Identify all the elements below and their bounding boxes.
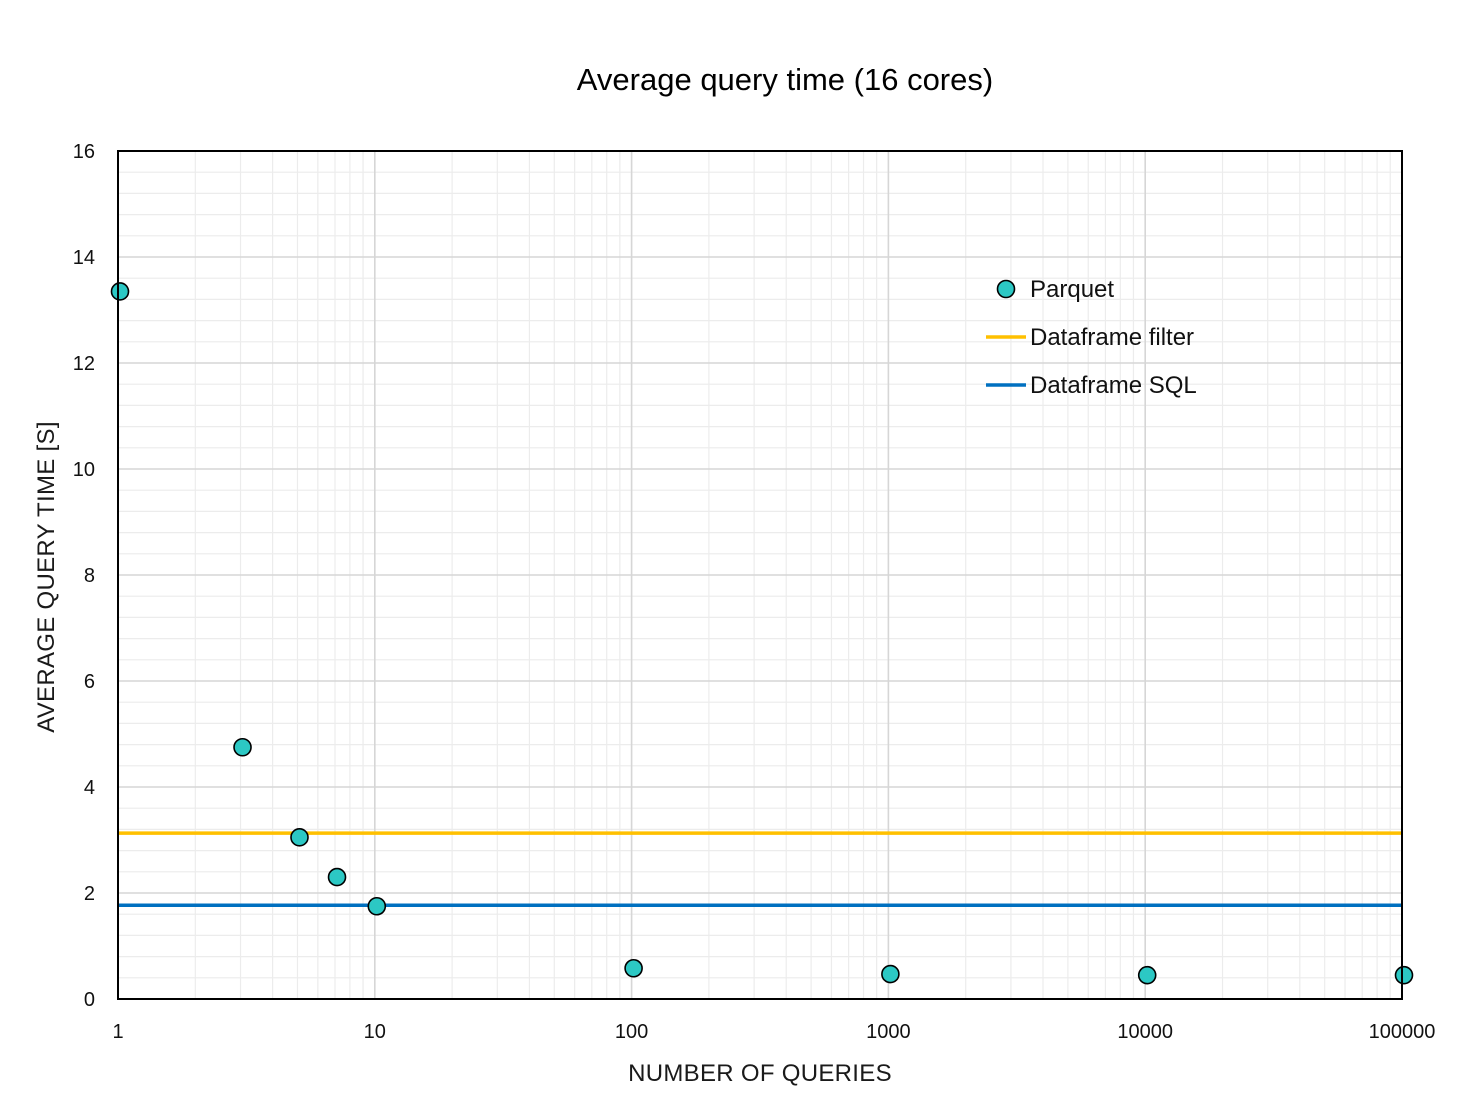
legend-label: Dataframe SQL xyxy=(1030,372,1197,399)
data-point xyxy=(367,896,387,916)
legend: Parquet Dataframe filter Dataframe SQL xyxy=(986,276,1197,399)
y-tick-label: 12 xyxy=(73,353,95,375)
y-tick-label: 10 xyxy=(73,459,95,481)
x-tick-label: 100000 xyxy=(1369,1021,1436,1043)
data-point xyxy=(881,964,900,984)
data-point xyxy=(290,828,309,847)
y-tick-label: 6 xyxy=(84,671,95,693)
x-tick-label: 10000 xyxy=(1117,1021,1173,1043)
data-point xyxy=(327,867,347,887)
y-tick-label: 8 xyxy=(84,565,95,587)
y-tick-labels: 0 2 4 6 8 10 12 14 16 xyxy=(73,141,95,1011)
data-point xyxy=(624,958,643,978)
y-tick-label: 4 xyxy=(84,777,95,799)
x-tick-labels: 1 10 100 1000 10000 100000 xyxy=(112,1021,1435,1043)
data-point xyxy=(233,737,252,757)
x-tick-label: 100 xyxy=(615,1021,648,1043)
chart-title: Average query time (16 cores) xyxy=(577,62,993,97)
legend-swatch-marker xyxy=(996,279,1016,299)
legend-label: Dataframe filter xyxy=(1030,324,1194,351)
data-point xyxy=(1137,965,1157,985)
x-axis-title: NUMBER OF QUERIES xyxy=(628,1060,892,1087)
y-tick-label: 16 xyxy=(73,141,95,163)
plot-area-border xyxy=(117,150,1403,1000)
series-lines xyxy=(118,831,1402,907)
x-tick-label: 1 xyxy=(112,1021,123,1043)
y-tick-label: 0 xyxy=(84,989,95,1011)
x-tick-label: 10 xyxy=(364,1021,386,1043)
series-points xyxy=(110,282,1414,985)
legend-label: Parquet xyxy=(1030,276,1114,303)
data-point xyxy=(110,282,130,301)
x-tick-label: 1000 xyxy=(866,1021,911,1043)
y-tick-label: 14 xyxy=(73,247,95,269)
data-point xyxy=(1394,965,1414,985)
y-tick-label: 2 xyxy=(84,883,95,905)
y-axis-title: AVERAGE QUERY TIME [S] xyxy=(33,421,60,733)
